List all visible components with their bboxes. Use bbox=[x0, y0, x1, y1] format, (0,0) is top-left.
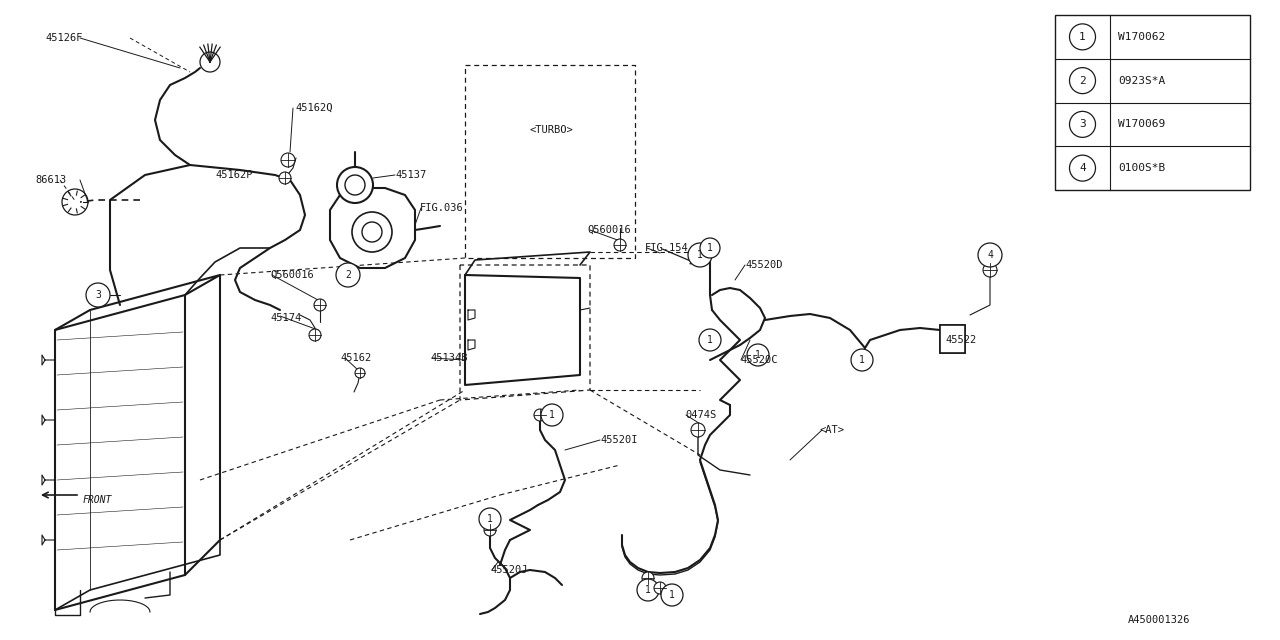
Circle shape bbox=[654, 582, 666, 594]
Text: 45174: 45174 bbox=[270, 313, 301, 323]
Circle shape bbox=[534, 409, 547, 421]
Text: 1: 1 bbox=[645, 585, 652, 595]
Circle shape bbox=[355, 368, 365, 378]
Circle shape bbox=[748, 344, 769, 366]
Text: <AT>: <AT> bbox=[820, 425, 845, 435]
Circle shape bbox=[699, 329, 721, 351]
Circle shape bbox=[352, 212, 392, 252]
Text: 1: 1 bbox=[698, 250, 703, 260]
Text: 45162P: 45162P bbox=[215, 170, 252, 180]
Circle shape bbox=[337, 167, 372, 203]
Text: 0923S*A: 0923S*A bbox=[1117, 76, 1165, 86]
Text: W170062: W170062 bbox=[1117, 32, 1165, 42]
Circle shape bbox=[978, 243, 1002, 267]
Text: 45520J: 45520J bbox=[490, 565, 527, 575]
Circle shape bbox=[1070, 24, 1096, 50]
Text: 2: 2 bbox=[346, 270, 351, 280]
Text: 1: 1 bbox=[707, 335, 713, 345]
Text: <TURBO>: <TURBO> bbox=[530, 125, 573, 135]
Text: FIG.036: FIG.036 bbox=[420, 203, 463, 213]
Circle shape bbox=[86, 283, 110, 307]
Bar bbox=[940, 325, 965, 353]
Text: 45134B: 45134B bbox=[430, 353, 467, 363]
Text: 4: 4 bbox=[987, 250, 993, 260]
Circle shape bbox=[691, 423, 705, 437]
Text: 45162: 45162 bbox=[340, 353, 371, 363]
Circle shape bbox=[614, 239, 626, 251]
Circle shape bbox=[279, 172, 291, 184]
Circle shape bbox=[282, 153, 294, 167]
Text: 4: 4 bbox=[1079, 163, 1085, 173]
Text: 1: 1 bbox=[859, 355, 865, 365]
Circle shape bbox=[1070, 68, 1096, 93]
Text: 45520I: 45520I bbox=[600, 435, 637, 445]
Text: 0100S*B: 0100S*B bbox=[1117, 163, 1165, 173]
Text: 1: 1 bbox=[549, 410, 556, 420]
Circle shape bbox=[484, 524, 497, 536]
Text: Q560016: Q560016 bbox=[588, 225, 631, 235]
Text: W170069: W170069 bbox=[1117, 120, 1165, 129]
Circle shape bbox=[1070, 155, 1096, 181]
Text: 1: 1 bbox=[488, 514, 493, 524]
Circle shape bbox=[308, 329, 321, 341]
Text: FRONT: FRONT bbox=[83, 495, 113, 505]
Circle shape bbox=[541, 404, 563, 426]
Text: 45126F: 45126F bbox=[45, 33, 82, 43]
Text: 3: 3 bbox=[95, 290, 101, 300]
Text: 86613: 86613 bbox=[35, 175, 67, 185]
Text: 45162Q: 45162Q bbox=[294, 103, 333, 113]
Circle shape bbox=[479, 508, 500, 530]
Circle shape bbox=[314, 299, 326, 311]
Text: 1: 1 bbox=[755, 350, 760, 360]
Bar bbox=[1055, 15, 1251, 190]
Text: 45522: 45522 bbox=[945, 335, 977, 345]
Text: 2: 2 bbox=[1079, 76, 1085, 86]
Text: FIG.154: FIG.154 bbox=[645, 243, 689, 253]
Text: 0474S: 0474S bbox=[685, 410, 717, 420]
Circle shape bbox=[700, 238, 719, 258]
Bar bbox=[940, 325, 965, 353]
Text: 45520C: 45520C bbox=[740, 355, 777, 365]
Circle shape bbox=[1070, 111, 1096, 138]
Text: A450001326: A450001326 bbox=[1128, 615, 1190, 625]
Text: 1: 1 bbox=[707, 243, 713, 253]
Text: 1: 1 bbox=[669, 590, 675, 600]
Circle shape bbox=[983, 263, 997, 277]
Text: 45520D: 45520D bbox=[745, 260, 782, 270]
Circle shape bbox=[851, 349, 873, 371]
Text: 1: 1 bbox=[1079, 32, 1085, 42]
Circle shape bbox=[689, 243, 712, 267]
Text: Q560016: Q560016 bbox=[270, 270, 314, 280]
Circle shape bbox=[637, 579, 659, 601]
Circle shape bbox=[643, 572, 654, 584]
Text: 3: 3 bbox=[1079, 120, 1085, 129]
Text: 45137: 45137 bbox=[396, 170, 426, 180]
Circle shape bbox=[660, 584, 684, 606]
Circle shape bbox=[335, 263, 360, 287]
